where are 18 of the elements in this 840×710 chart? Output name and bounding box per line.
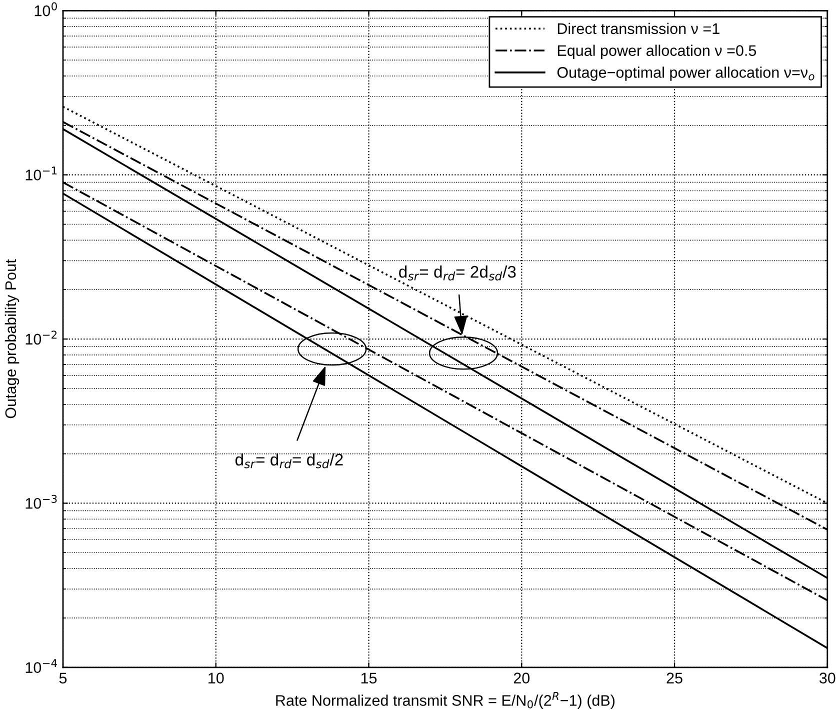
- legend-label: Equal power allocation ν =0.5: [558, 44, 756, 59]
- y-tick-label: 10$^{−2}$: [26, 330, 57, 345]
- x-tick-label: 30: [819, 672, 836, 684]
- x-axis-title: Rate Normalized transmit SNR = E/N$_{0}$/(2$^{R}$−1) (dB): [276, 692, 615, 709]
- y-tick-label: 10$^{−3}$: [26, 494, 57, 509]
- annotation: d$_{sr}$= d$_{rd}$= d$_{sd}$/2: [235, 453, 343, 468]
- x-tick-label: 10: [208, 672, 224, 684]
- y-tick-label: 10$^{0}$: [34, 2, 57, 16]
- x-tick-label: 5: [59, 672, 67, 684]
- x-tick-label: 25: [666, 672, 682, 684]
- legend-label: Direct transmission ν =1: [558, 22, 720, 34]
- y-tick-label: 10$^{−4}$: [26, 659, 57, 673]
- annotation: d$_{sr}$= d$_{rd}$= 2d$_{sd}$/3: [399, 265, 516, 280]
- legend-label: Outage−optimal power allocation ν=ν$_{o}$: [557, 66, 814, 81]
- x-tick-label: 15: [361, 672, 377, 684]
- x-tick-label: 20: [514, 672, 530, 684]
- y-tick-label: 10$^{−1}$: [26, 166, 57, 180]
- y-axis-title: Outage probability Pout: [4, 259, 20, 418]
